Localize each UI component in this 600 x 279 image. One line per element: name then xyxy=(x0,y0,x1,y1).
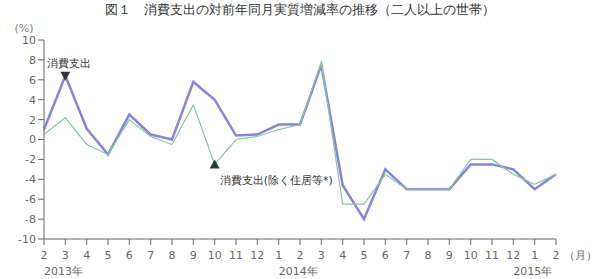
svg-text:11: 11 xyxy=(485,249,499,262)
svg-text:12: 12 xyxy=(250,249,264,262)
svg-text:消費支出(除く住居等*): 消費支出(除く住居等*) xyxy=(220,174,333,187)
svg-text:8: 8 xyxy=(425,249,432,262)
svg-text:9: 9 xyxy=(446,249,453,262)
svg-text:0: 0 xyxy=(29,133,36,146)
svg-text:5: 5 xyxy=(105,249,112,262)
svg-text:7: 7 xyxy=(147,249,154,262)
svg-text:-10: -10 xyxy=(18,233,36,246)
svg-text:4: 4 xyxy=(339,249,346,262)
svg-text:3: 3 xyxy=(318,249,325,262)
svg-text:2: 2 xyxy=(297,249,304,262)
svg-text:-2: -2 xyxy=(25,153,36,166)
svg-text:6: 6 xyxy=(382,249,389,262)
svg-text:-6: -6 xyxy=(25,193,36,206)
svg-text:-4: -4 xyxy=(25,173,36,186)
svg-text:1: 1 xyxy=(531,249,538,262)
svg-text:2: 2 xyxy=(553,249,560,262)
svg-text:2013年: 2013年 xyxy=(44,265,83,278)
html-text:図１ 消費支出の対前年同月実質増減率の推移（二人以上の世帯）: 図１ 消費支出の対前年同月実質増減率の推移（二人以上の世帯） xyxy=(105,2,495,17)
svg-text:2015年: 2015年 xyxy=(513,265,552,278)
svg-text:3: 3 xyxy=(62,249,69,262)
svg-text:7: 7 xyxy=(403,249,410,262)
svg-text:6: 6 xyxy=(126,249,133,262)
svg-text:8: 8 xyxy=(29,54,36,67)
svg-text:10: 10 xyxy=(208,249,222,262)
svg-text:8: 8 xyxy=(169,249,176,262)
svg-text:2014年: 2014年 xyxy=(279,265,318,278)
svg-text:消費支出: 消費支出 xyxy=(47,57,91,70)
svg-text:10: 10 xyxy=(22,34,36,47)
svg-text:4: 4 xyxy=(29,94,36,107)
svg-text:（月）: （月） xyxy=(564,249,597,262)
svg-text:(%): (%) xyxy=(14,22,33,35)
svg-text:-8: -8 xyxy=(25,213,36,226)
svg-text:6: 6 xyxy=(29,74,36,87)
svg-text:4: 4 xyxy=(83,249,90,262)
svg-text:12: 12 xyxy=(506,249,520,262)
svg-text:11: 11 xyxy=(229,249,243,262)
svg-text:1: 1 xyxy=(275,249,282,262)
svg-text:5: 5 xyxy=(361,249,368,262)
svg-text:9: 9 xyxy=(190,249,197,262)
svg-text:2: 2 xyxy=(41,249,48,262)
svg-text:10: 10 xyxy=(464,249,478,262)
svg-text:2: 2 xyxy=(29,114,36,127)
